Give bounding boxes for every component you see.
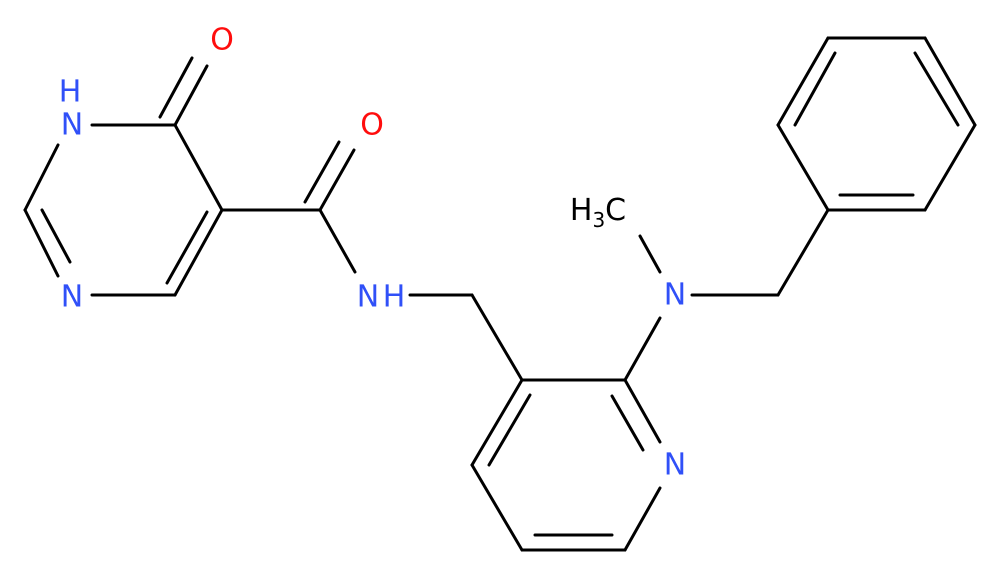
atom-label-part: H	[570, 193, 593, 228]
atom-label: H	[59, 75, 82, 110]
atom-label: H	[383, 280, 406, 315]
atom-label: N	[61, 108, 83, 143]
atom-label: O	[360, 108, 384, 143]
atom-label: O	[210, 23, 234, 58]
atom-label-part: C	[605, 193, 626, 228]
atom-label: N	[664, 278, 686, 313]
bonds	[23, 36, 977, 552]
atom-label: N	[357, 280, 379, 315]
atom-label: N	[664, 448, 686, 483]
atom-label: H3C	[570, 193, 626, 233]
atom-label-subscript: 3	[592, 208, 605, 232]
atom-label: N	[61, 280, 83, 315]
